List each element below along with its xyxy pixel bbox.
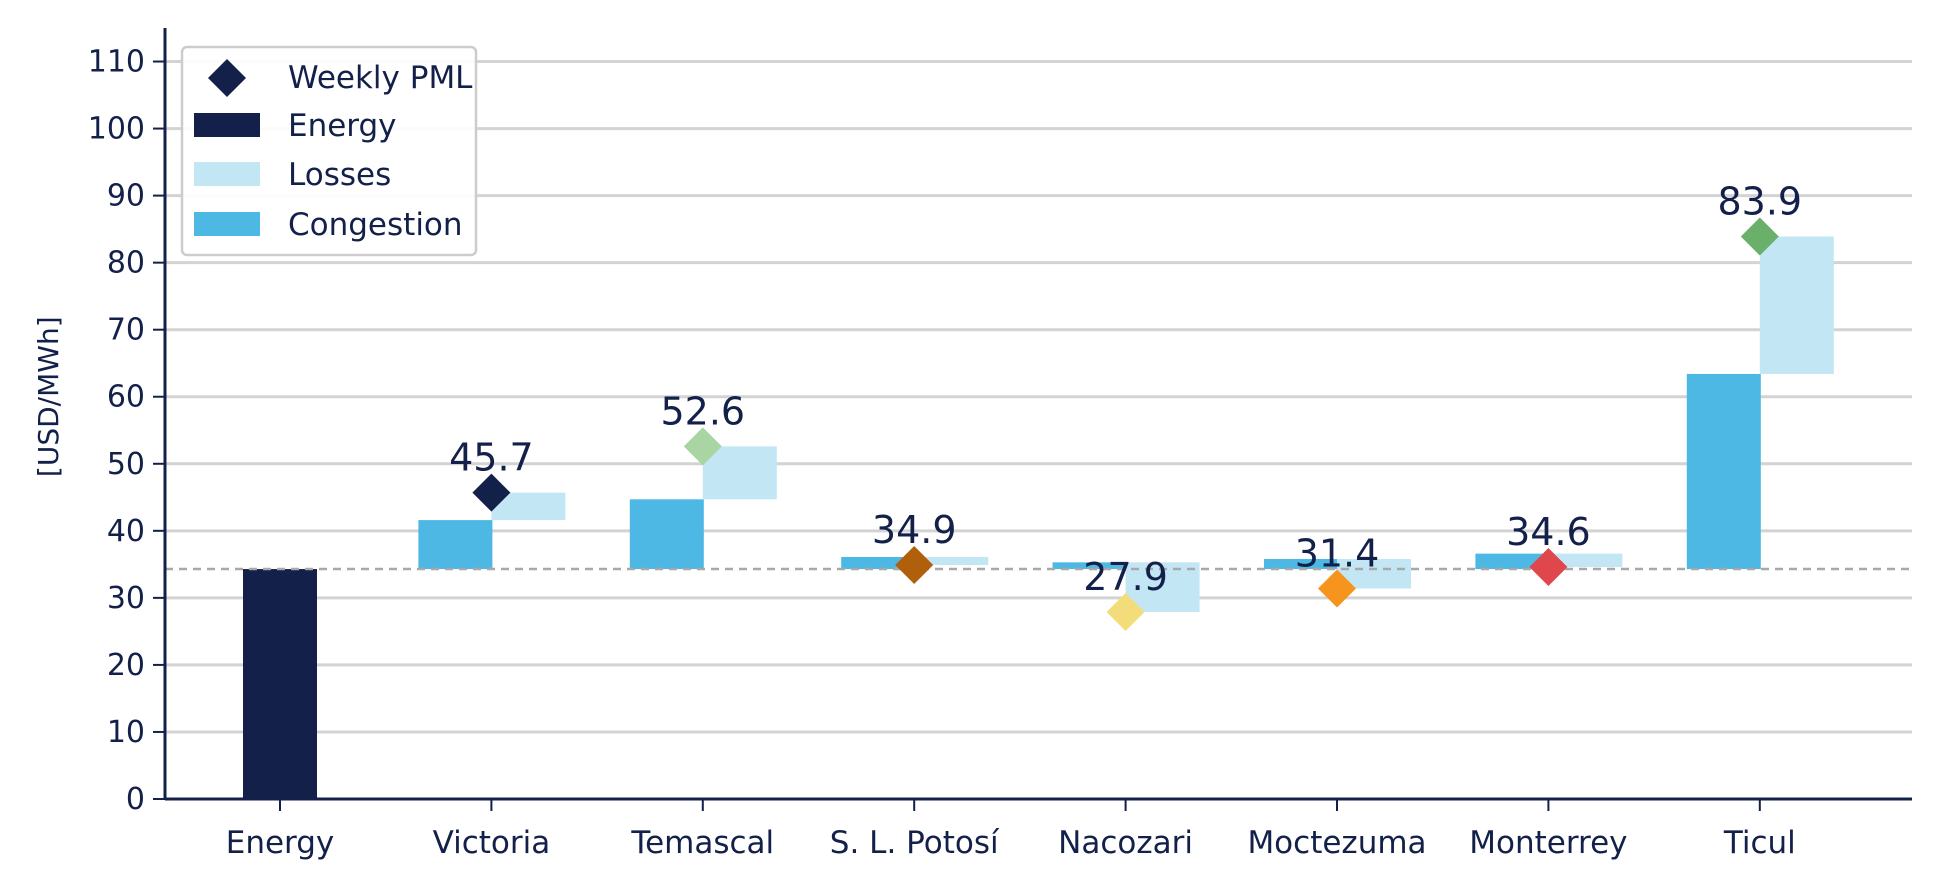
congestion-bar [629, 499, 704, 570]
weekly-pml-value-label: 52.6 [660, 389, 745, 433]
legend-congestion-label: Congestion [288, 207, 463, 243]
legend-energy-swatch [194, 113, 260, 137]
x-tick-label: Ticul [1723, 825, 1796, 861]
x-tick-label: Victoria [433, 825, 551, 861]
x-tick-label: Energy [226, 825, 335, 861]
bars [243, 236, 1834, 799]
weekly-pml-marker [1106, 592, 1145, 631]
y-tick-label: 40 [107, 514, 145, 549]
legend-losses-label: Losses [288, 157, 391, 193]
y-tick-label: 0 [126, 782, 145, 817]
legend-congestion-swatch [194, 212, 260, 236]
weekly-pml-value-label: 31.4 [1295, 531, 1380, 575]
losses-bar [1759, 236, 1834, 374]
y-tick-label: 10 [107, 715, 145, 750]
y-axis-title: [USD/MWh] [32, 316, 65, 477]
legend-weekly-pml-label: Weekly PML [288, 60, 473, 96]
congestion-bar [1052, 562, 1127, 570]
weekly-pml-marker [1740, 217, 1779, 256]
losses-bar [1548, 553, 1623, 568]
weekly-pml-value-label: 45.7 [449, 436, 534, 480]
congestion-bar [1475, 553, 1550, 570]
losses-bar [914, 556, 989, 566]
weekly-pml-markers [472, 217, 1779, 631]
legend-losses-swatch [194, 162, 260, 186]
weekly-pml-marker [1529, 548, 1568, 587]
x-tick-label: Moctezuma [1247, 825, 1426, 861]
weekly-pml-marker [683, 427, 722, 466]
x-tick-label: Temascal [630, 825, 774, 861]
weekly-pml-value-label: 34.6 [1506, 510, 1591, 554]
y-axis-ticks: 0 10 20 30 40 50 60 70 80 90 100 110 [88, 45, 165, 817]
energy-bar [243, 569, 317, 799]
y-tick-label: 110 [88, 45, 145, 80]
congestion-bar [1264, 558, 1338, 570]
x-axis-ticks: Energy Victoria Temascal S. L. Potosí Nacoza… [226, 799, 1796, 861]
congestion-bar [1686, 373, 1761, 570]
weekly-pml-marker [1318, 569, 1356, 608]
x-tick-label: Monterrey [1469, 825, 1627, 861]
legend-box [180, 45, 478, 257]
x-tick-label: S. L. Potosí [830, 825, 1000, 861]
legend-energy-label: Energy [288, 108, 397, 144]
congestion-bar [418, 520, 493, 570]
weekly-pml-value-label: 34.9 [872, 508, 957, 552]
x-tick-label: Nacozari [1058, 825, 1193, 861]
y-tick-label: 30 [107, 581, 145, 616]
value-labels: 45.7 52.6 34.9 27.9 31.4 34.6 83.9 [449, 180, 1802, 599]
y-tick-label: 90 [107, 179, 145, 214]
y-tick-label: 20 [107, 648, 145, 683]
weekly-pml-value-label: 83.9 [1717, 180, 1802, 224]
legend-weekly-pml-swatch [208, 59, 246, 97]
y-tick-label: 100 [88, 112, 145, 147]
weekly-pml-marker [895, 546, 934, 585]
weekly-pml-value-label: 27.9 [1083, 555, 1168, 599]
legend: Weekly PML Energy Losses Congestion [180, 45, 478, 257]
weekly-pml-marker [472, 473, 511, 512]
y-tick-label: 70 [107, 313, 145, 348]
y-tick-label: 50 [107, 447, 145, 482]
y-tick-label: 80 [107, 246, 145, 281]
losses-bar [702, 446, 777, 500]
losses-bar [1125, 562, 1200, 612]
y-tick-label: 60 [107, 380, 145, 415]
